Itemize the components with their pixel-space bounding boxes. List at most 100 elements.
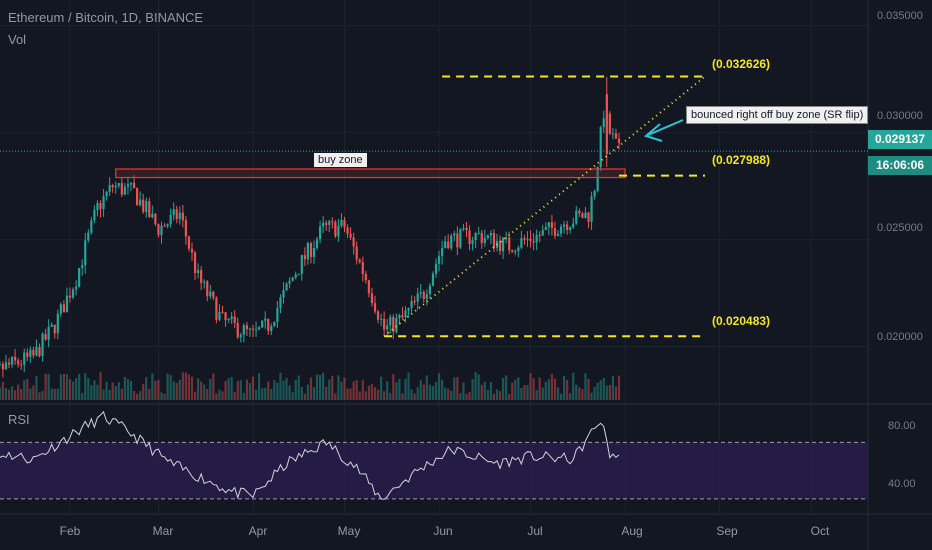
volume-bar bbox=[468, 392, 471, 400]
candle-body bbox=[535, 235, 538, 243]
countdown-tag: 16:06:06 bbox=[868, 156, 932, 175]
volume-bar bbox=[84, 373, 87, 400]
volume-bar bbox=[35, 375, 38, 400]
candle-body bbox=[328, 221, 331, 225]
volume-bar bbox=[541, 387, 544, 400]
volume-bar bbox=[227, 378, 230, 400]
volume-bar bbox=[456, 377, 459, 400]
volume-bar bbox=[349, 388, 352, 400]
candle-body bbox=[498, 240, 502, 252]
volume-bar bbox=[611, 376, 614, 400]
volume-bar bbox=[114, 386, 117, 400]
candles bbox=[0, 77, 621, 378]
candle-body bbox=[270, 326, 273, 331]
volume-bar bbox=[32, 385, 35, 400]
candle-body bbox=[303, 255, 306, 260]
x-tick-label: May bbox=[337, 524, 361, 538]
candle-body bbox=[544, 227, 547, 230]
rsi-tick-label: 40.00 bbox=[888, 478, 916, 490]
candle-body bbox=[315, 239, 319, 248]
candle-body bbox=[71, 289, 75, 298]
candle-body bbox=[486, 235, 489, 239]
candle-body bbox=[462, 227, 465, 229]
candle-body bbox=[407, 307, 410, 311]
candle-body bbox=[581, 213, 584, 219]
volume-bar bbox=[62, 373, 65, 400]
candle-body bbox=[251, 328, 255, 330]
candle-body bbox=[608, 113, 611, 134]
volume-bar bbox=[419, 380, 422, 400]
candle-body bbox=[7, 362, 11, 365]
x-tick-label: Aug bbox=[621, 524, 643, 538]
candle-body bbox=[267, 318, 270, 331]
volume-bar bbox=[294, 379, 297, 400]
candle-body bbox=[517, 247, 520, 252]
candle-body bbox=[309, 243, 313, 257]
volume-bar bbox=[498, 391, 502, 400]
candle-body bbox=[285, 283, 288, 291]
volume-bar bbox=[254, 389, 258, 400]
candle-body bbox=[279, 297, 282, 308]
candle-body bbox=[163, 225, 166, 227]
candle-body bbox=[129, 182, 133, 185]
candle-body bbox=[242, 325, 245, 335]
callout-arrow-head bbox=[643, 123, 663, 142]
volume-bar bbox=[553, 378, 557, 400]
buy-zone-box bbox=[115, 168, 626, 179]
rsi-tick-label: 80.00 bbox=[888, 420, 916, 432]
candle-body bbox=[465, 227, 468, 231]
candle-body bbox=[599, 127, 602, 167]
volume-bar bbox=[139, 391, 142, 400]
candle-body bbox=[553, 227, 557, 236]
volume-bar bbox=[511, 382, 514, 400]
volume-bar bbox=[544, 381, 547, 400]
candle-body bbox=[145, 201, 148, 212]
candle-body bbox=[514, 251, 517, 253]
candle-body bbox=[556, 233, 560, 236]
volume-bar bbox=[502, 378, 505, 400]
candle-body bbox=[602, 118, 605, 128]
volume-bar bbox=[38, 392, 41, 400]
candle-body bbox=[563, 224, 566, 227]
candle-body bbox=[605, 94, 608, 155]
candle-body bbox=[29, 349, 32, 357]
callout-arrow-shaft bbox=[647, 119, 684, 136]
volume-bar bbox=[309, 377, 313, 400]
candle-body bbox=[20, 364, 23, 366]
candle-body bbox=[282, 290, 285, 298]
candle-body bbox=[529, 238, 532, 242]
volume-bar bbox=[529, 373, 532, 400]
candle-body bbox=[523, 238, 526, 240]
candle-body bbox=[218, 311, 221, 320]
volume-bar bbox=[605, 385, 608, 400]
candle-body bbox=[300, 255, 303, 275]
volume-bar bbox=[230, 376, 233, 400]
volume-bar bbox=[505, 375, 508, 400]
volume-bar bbox=[425, 375, 428, 400]
candle-body bbox=[373, 303, 377, 312]
candle-body bbox=[17, 360, 20, 365]
candle-body bbox=[181, 212, 184, 221]
candle-body bbox=[505, 237, 508, 239]
candle-body bbox=[200, 270, 203, 283]
symbol-title: Ethereum / Bitcoin, 1D, BINANCE bbox=[8, 10, 204, 25]
volume-bar bbox=[4, 387, 8, 400]
candle-body bbox=[569, 227, 572, 231]
volume-bar bbox=[535, 389, 538, 400]
level-label-zone: (0.027988) bbox=[712, 153, 771, 167]
candle-body bbox=[352, 237, 355, 247]
volume-bar bbox=[96, 384, 99, 400]
volume-bar bbox=[154, 380, 157, 400]
volume-bar bbox=[26, 378, 29, 400]
volume-bar bbox=[462, 382, 465, 400]
candle-body bbox=[578, 210, 581, 214]
candle-body bbox=[508, 237, 511, 251]
volume-bar bbox=[123, 376, 126, 400]
volume-bar bbox=[331, 375, 334, 400]
volume-bars bbox=[0, 372, 621, 400]
candle-body bbox=[215, 297, 218, 320]
volume-bar bbox=[587, 378, 590, 400]
candle-body bbox=[172, 209, 175, 215]
callout-label: bounced right off buy zone (SR flip) bbox=[686, 106, 869, 124]
